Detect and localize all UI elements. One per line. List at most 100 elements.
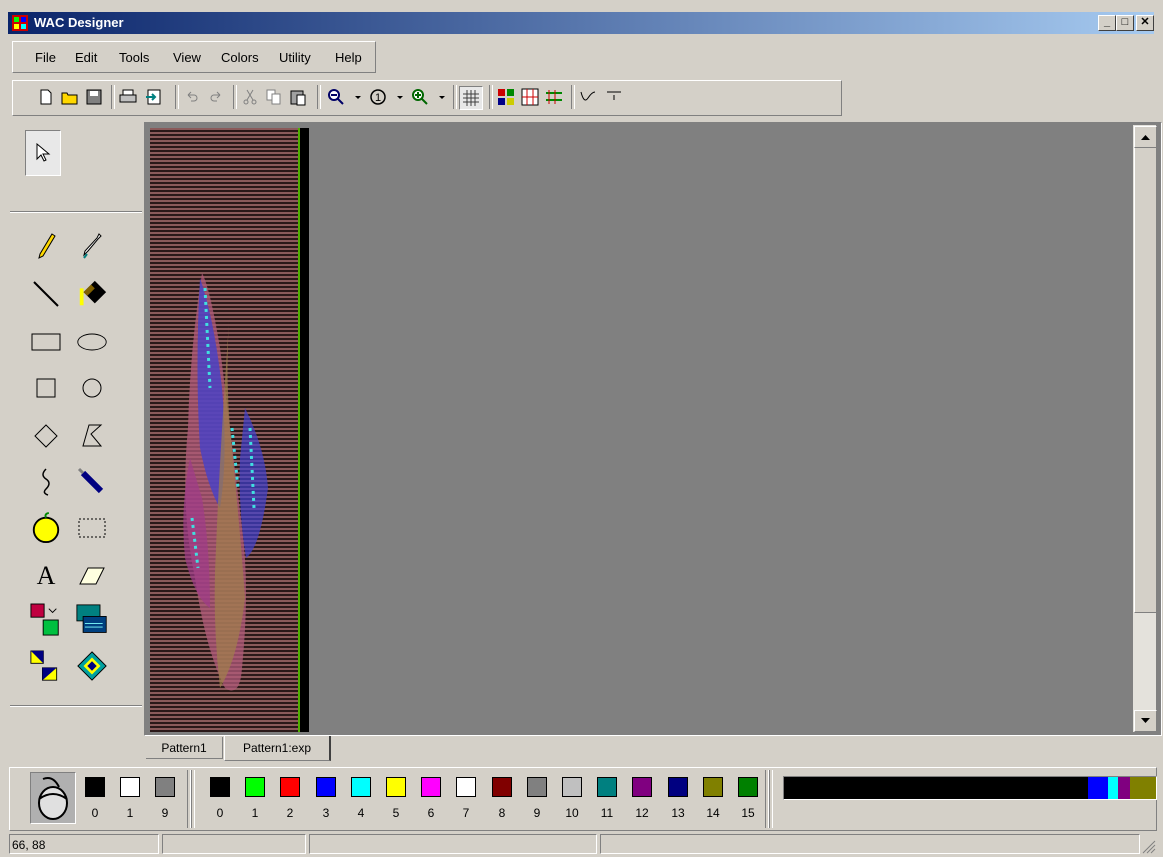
palette-swatch-11[interactable]: [597, 777, 617, 797]
toolbar-separator: [489, 85, 493, 109]
copy-icon[interactable]: [263, 86, 285, 108]
polygon-icon[interactable]: [76, 420, 108, 452]
palette-swatch-label: 3: [322, 806, 330, 820]
print-icon[interactable]: [117, 86, 139, 108]
zoom-in-icon[interactable]: [409, 86, 449, 108]
palette-swatch-label: 13: [671, 806, 685, 820]
marquee-select-icon[interactable]: [76, 512, 108, 544]
menu-colors[interactable]: Colors: [221, 50, 259, 65]
palette-swatch-label: 14: [706, 806, 720, 820]
redo-icon[interactable]: [205, 86, 227, 108]
palette-swatch-15[interactable]: [738, 777, 758, 797]
color-sequence-segment: [1088, 777, 1108, 799]
palette-swatch-6[interactable]: [421, 777, 441, 797]
open-icon[interactable]: [59, 86, 81, 108]
palette-swatch-9[interactable]: [527, 777, 547, 797]
palette-swatch-label: 2: [286, 806, 294, 820]
zoom-out-icon[interactable]: [325, 86, 365, 108]
pencil-icon[interactable]: [30, 230, 62, 262]
eyedropper-icon[interactable]: [76, 230, 108, 262]
palette-separator: [191, 770, 195, 828]
menu-utility[interactable]: Utility: [279, 50, 311, 65]
palette-swatch-5[interactable]: [386, 777, 406, 797]
ellipse-icon[interactable]: [76, 326, 108, 358]
palette-swatch-3[interactable]: [316, 777, 336, 797]
view-mode-1-icon[interactable]: [495, 86, 517, 108]
close-button[interactable]: ✕: [1136, 15, 1154, 31]
menu-tools[interactable]: Tools: [119, 50, 150, 65]
freehand-curve-icon[interactable]: [30, 466, 62, 498]
grid-icon[interactable]: [459, 86, 483, 110]
palette-swatch-14[interactable]: [703, 777, 723, 797]
menu-view[interactable]: View: [173, 50, 201, 65]
save-icon[interactable]: [83, 86, 105, 108]
palette-swatch-13[interactable]: [668, 777, 688, 797]
actual-size-icon[interactable]: 1: [367, 86, 407, 108]
view-mode-2-icon[interactable]: [519, 86, 541, 108]
palette-swatch-label: 11: [600, 806, 614, 820]
palette-swatch-label: 9: [533, 806, 541, 820]
export-icon[interactable]: [143, 86, 165, 108]
view-mode-3-icon[interactable]: [543, 86, 565, 108]
maximize-button[interactable]: □: [1116, 15, 1134, 31]
select-arrow-icon[interactable]: [25, 130, 61, 176]
scroll-up-button[interactable]: [1134, 126, 1157, 148]
replace-pattern-icon[interactable]: [76, 604, 108, 636]
color-sequence-tail: [1088, 777, 1156, 799]
status-coordinates: 66, 88: [9, 834, 159, 854]
palette-swatch-8[interactable]: [492, 777, 512, 797]
square-icon[interactable]: [30, 372, 62, 404]
palette-swatch-10[interactable]: [562, 777, 582, 797]
mouse-color-label: 9: [161, 806, 169, 820]
color-sequence-segment: [1118, 777, 1130, 799]
menu-file[interactable]: File: [35, 50, 56, 65]
tab-pattern1-exp[interactable]: Pattern1:exp: [224, 736, 331, 761]
undo-icon[interactable]: [181, 86, 203, 108]
size-grip-icon[interactable]: [1142, 840, 1156, 854]
curve-icon[interactable]: [577, 86, 599, 108]
palette-swatch-label: 8: [498, 806, 506, 820]
palette-swatch-2[interactable]: [280, 777, 300, 797]
toolbox-divider: [10, 705, 142, 707]
mouse-icon: [38, 777, 68, 820]
minimize-icon: _: [1103, 16, 1111, 28]
tab-pattern1[interactable]: Pattern1: [146, 737, 223, 759]
spray-icon[interactable]: [76, 466, 108, 498]
scrollbar-thumb[interactable]: [1134, 145, 1157, 613]
paste-icon[interactable]: [287, 86, 309, 108]
palette-swatch-1[interactable]: [245, 777, 265, 797]
design-canvas[interactable]: [144, 122, 1162, 736]
new-icon[interactable]: [35, 86, 57, 108]
rotate-icon[interactable]: [76, 650, 108, 682]
chevron-up-icon: [1141, 135, 1150, 140]
apple-icon[interactable]: [30, 512, 62, 544]
flip-icon[interactable]: [30, 650, 62, 682]
menu-edit[interactable]: Edit: [75, 50, 98, 65]
palette-swatch-0[interactable]: [210, 777, 230, 797]
minimize-button[interactable]: _: [1098, 15, 1116, 31]
baseline-icon[interactable]: [603, 86, 625, 108]
rectangle-icon[interactable]: [30, 326, 62, 358]
line-icon[interactable]: [30, 278, 62, 310]
color-sequence-strip[interactable]: [783, 776, 1157, 800]
fill-bucket-icon[interactable]: [76, 278, 108, 310]
text-icon[interactable]: A: [36, 561, 56, 590]
toolbar-separator: [175, 85, 179, 109]
scroll-down-button[interactable]: [1134, 710, 1157, 732]
pattern-view[interactable]: [150, 128, 298, 732]
mouse-color-swatch-2[interactable]: [155, 777, 175, 797]
palette-swatch-4[interactable]: [351, 777, 371, 797]
palette-swatch-7[interactable]: [456, 777, 476, 797]
diamond-icon[interactable]: [30, 420, 62, 452]
copy-pattern-icon[interactable]: [30, 603, 62, 636]
mouse-color-swatch-1[interactable]: [120, 777, 140, 797]
toolbar-separator: [317, 85, 321, 109]
circle-icon[interactable]: [76, 372, 108, 404]
menu-help[interactable]: Help: [335, 50, 362, 65]
pattern-edge-line: [298, 128, 300, 732]
palette-swatch-12[interactable]: [632, 777, 652, 797]
mouse-color-swatch-0[interactable]: [85, 777, 105, 797]
eraser-icon[interactable]: [76, 560, 108, 592]
cut-icon[interactable]: [239, 86, 261, 108]
palette-swatch-label: 7: [462, 806, 470, 820]
